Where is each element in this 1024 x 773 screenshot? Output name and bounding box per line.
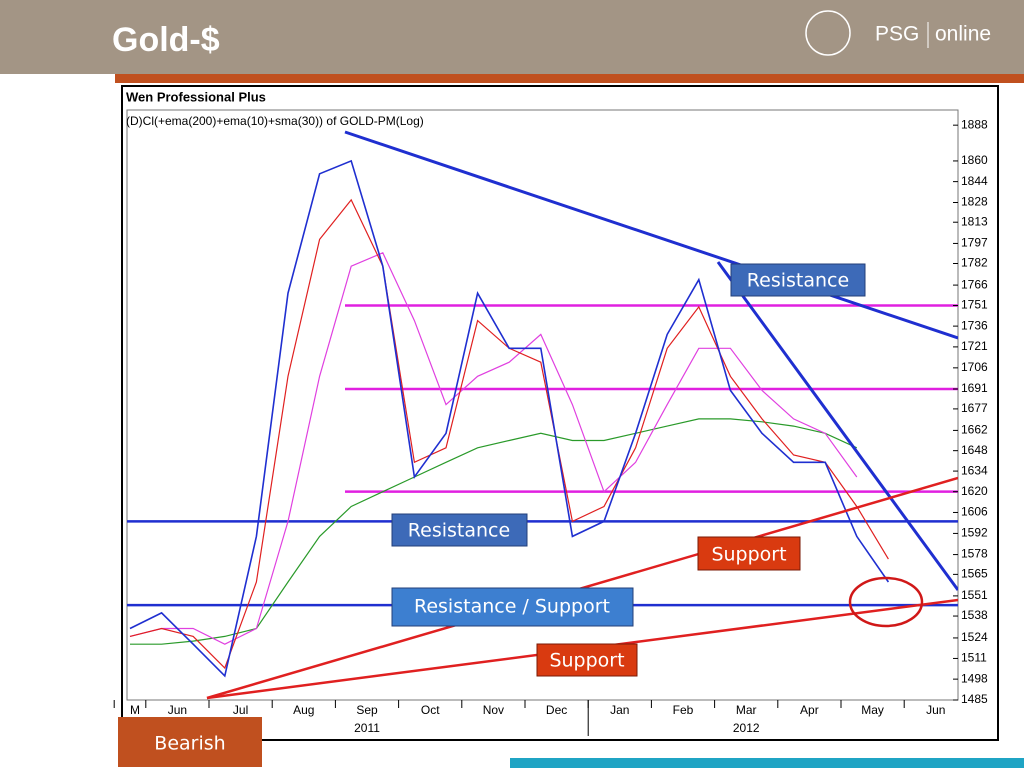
y-tick-label: 1797 <box>961 236 988 250</box>
y-tick-label: 1751 <box>961 298 988 312</box>
annotation: Resistance / Support <box>391 587 634 627</box>
y-tick-label: 1813 <box>961 214 988 228</box>
annotation-box <box>118 717 262 767</box>
annotation-box <box>697 536 801 571</box>
x-tick-label: Oct <box>421 703 440 717</box>
trendline <box>716 261 958 591</box>
y-tick-label: 1578 <box>961 547 988 561</box>
header-band <box>0 0 1024 74</box>
y-tick-label: 1524 <box>961 630 988 644</box>
y-tick-label: 1888 <box>961 117 988 131</box>
x-group-label: 2011 <box>354 721 380 735</box>
x-tick-label: Sep <box>356 703 378 717</box>
annotation-text: Resistance <box>408 520 510 542</box>
annotation-box <box>391 513 528 547</box>
y-tick-label: 1860 <box>961 153 988 167</box>
y-tick-label: 1592 <box>961 526 988 540</box>
annotation-box <box>730 263 866 297</box>
y-tick-label: 1606 <box>961 505 988 519</box>
highlight-circle <box>848 576 924 628</box>
annotation: Resistance <box>730 263 866 297</box>
y-tick-label: 1662 <box>961 423 988 437</box>
x-tick-label: Jan <box>610 703 629 717</box>
annotation: Support <box>697 536 801 571</box>
chart-title: Wen Professional Plus <box>126 89 266 104</box>
annotation-box <box>391 587 634 627</box>
y-tick-label: 1828 <box>961 195 988 209</box>
annotation-text: Resistance / Support <box>414 596 610 618</box>
x-tick-label: Dec <box>546 703 567 717</box>
series-line <box>129 252 858 645</box>
x-group-label: 2012 <box>733 721 760 735</box>
chart-subtitle: (D)Cl(+ema(200)+ema(10)+sma(30)) of GOLD… <box>126 114 424 128</box>
logo-emblem <box>805 10 851 56</box>
annotation-text: Resistance <box>747 270 849 292</box>
annotation-text: Support <box>549 650 624 672</box>
trendline <box>344 130 958 340</box>
y-tick-label: 1766 <box>961 277 988 291</box>
y-tick-label: 1634 <box>961 463 988 477</box>
annotation-text: Bearish <box>154 733 225 755</box>
x-tick-label: Jun <box>168 703 187 717</box>
y-tick-label: 1511 <box>961 651 987 665</box>
x-tick-label: Feb <box>673 703 694 717</box>
y-tick-label: 1736 <box>961 318 988 332</box>
y-tick-label: 1648 <box>961 443 988 457</box>
x-tick-label: Jun <box>926 703 945 717</box>
y-tick-label: 1677 <box>961 401 988 415</box>
annotation-text: Support <box>711 544 786 566</box>
logo-text: PSG <box>875 23 919 46</box>
x-tick-label: Apr <box>800 703 819 717</box>
x-tick-label: M <box>130 703 140 717</box>
annotation: Support <box>536 643 638 677</box>
y-tick-label: 1706 <box>961 360 988 374</box>
footer-bar <box>510 758 1024 768</box>
x-tick-label: Aug <box>293 703 314 717</box>
series-line <box>130 418 858 645</box>
slide-title: Gold-$ <box>112 21 220 59</box>
logo-suffix: online <box>935 23 991 46</box>
annotation: Resistance <box>391 513 528 547</box>
x-tick-label: Nov <box>483 703 504 717</box>
x-tick-label: Mar <box>736 703 757 717</box>
y-tick-label: 1485 <box>961 692 988 706</box>
y-tick-label: 1620 <box>961 484 988 498</box>
y-tick-label: 1721 <box>961 339 988 353</box>
y-tick-label: 1844 <box>961 174 988 188</box>
plot-layer <box>127 159 958 678</box>
x-tick-label: Jul <box>233 703 248 717</box>
annotation-box <box>536 643 638 677</box>
series-line <box>129 159 890 678</box>
y-tick-label: 1538 <box>961 608 988 622</box>
header-rule <box>115 74 1024 83</box>
annotation: Bearish <box>118 717 262 767</box>
y-tick-label: 1565 <box>961 567 988 581</box>
y-tick-label: 1551 <box>961 588 988 602</box>
x-tick-label: May <box>861 703 884 717</box>
y-tick-label: 1782 <box>961 256 988 270</box>
y-tick-label: 1498 <box>961 671 988 685</box>
y-tick-label: 1691 <box>961 381 988 395</box>
